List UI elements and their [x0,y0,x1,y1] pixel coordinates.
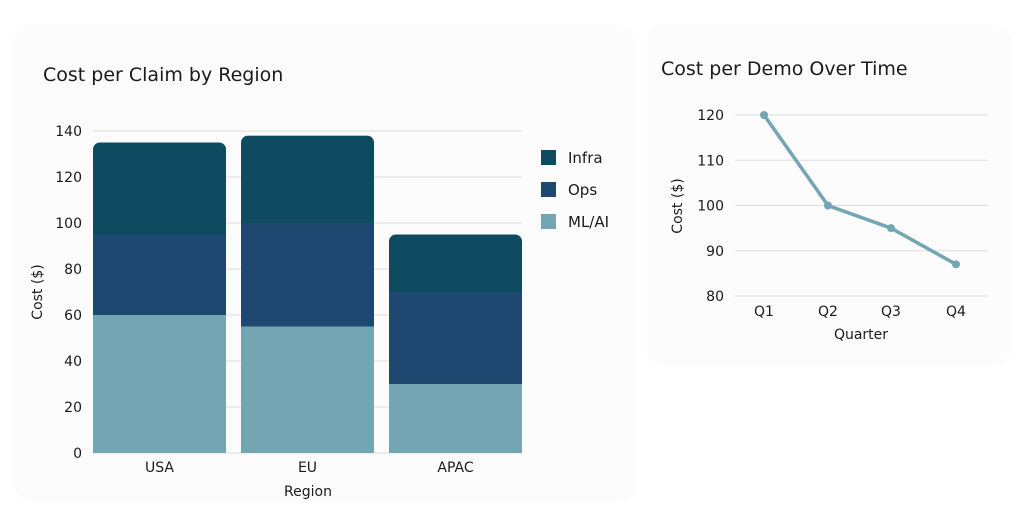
line-y-label: Cost ($) [670,178,686,233]
y-tick-label: 140 [55,124,82,140]
legend-swatch [541,214,556,229]
bar-segment-infra [389,234,522,292]
line-chart-card [647,24,1011,366]
bar-segment-ops [389,292,522,384]
y-tick-label: 100 [55,216,82,232]
x-tick-label: Q1 [754,304,774,320]
data-point [952,260,960,269]
x-tick-label: USA [145,460,174,476]
bar-x-label: Region [284,484,332,500]
y-tick-label: 60 [64,308,82,324]
line-x-label: Quarter [834,327,888,343]
y-tick-label: 0 [73,446,82,462]
bar-segment-ops [93,234,226,315]
y-tick-label: 80 [64,262,82,278]
x-tick-label: Q4 [946,304,966,320]
bar-segment-infra [241,135,374,223]
bar-y-label: Cost ($) [30,264,46,319]
bar-segment-ml-ai [389,384,522,453]
y-tick-label: 90 [706,244,724,260]
x-tick-label: Q2 [818,304,838,320]
line-chart-title: Cost per Demo Over Time [661,58,908,80]
bar-chart-title: Cost per Claim by Region [43,64,283,86]
legend-label: Ops [568,181,597,199]
y-tick-label: 120 [55,170,82,186]
x-tick-label: Q3 [881,304,901,320]
y-tick-label: 40 [64,354,82,370]
series-line [762,113,957,266]
y-tick-label: 110 [697,153,724,169]
bar-segment-infra [93,142,226,235]
y-tick-label: 100 [697,199,724,215]
x-tick-label: EU [298,460,317,476]
legend-label: ML/AI [568,213,609,231]
data-point [824,201,832,210]
legend-label: Infra [568,149,603,167]
data-point [887,224,895,233]
bar-segment-ml-ai [93,315,226,453]
legend-swatch [541,150,556,165]
data-point [760,111,768,119]
y-tick-label: 120 [697,108,724,124]
bar-segment-ml-ai [241,326,374,453]
bar-segment-ops [241,223,374,327]
legend-swatch [541,182,556,197]
x-tick-label: APAC [437,460,473,476]
y-tick-label: 80 [706,289,724,305]
y-tick-label: 20 [64,400,82,416]
